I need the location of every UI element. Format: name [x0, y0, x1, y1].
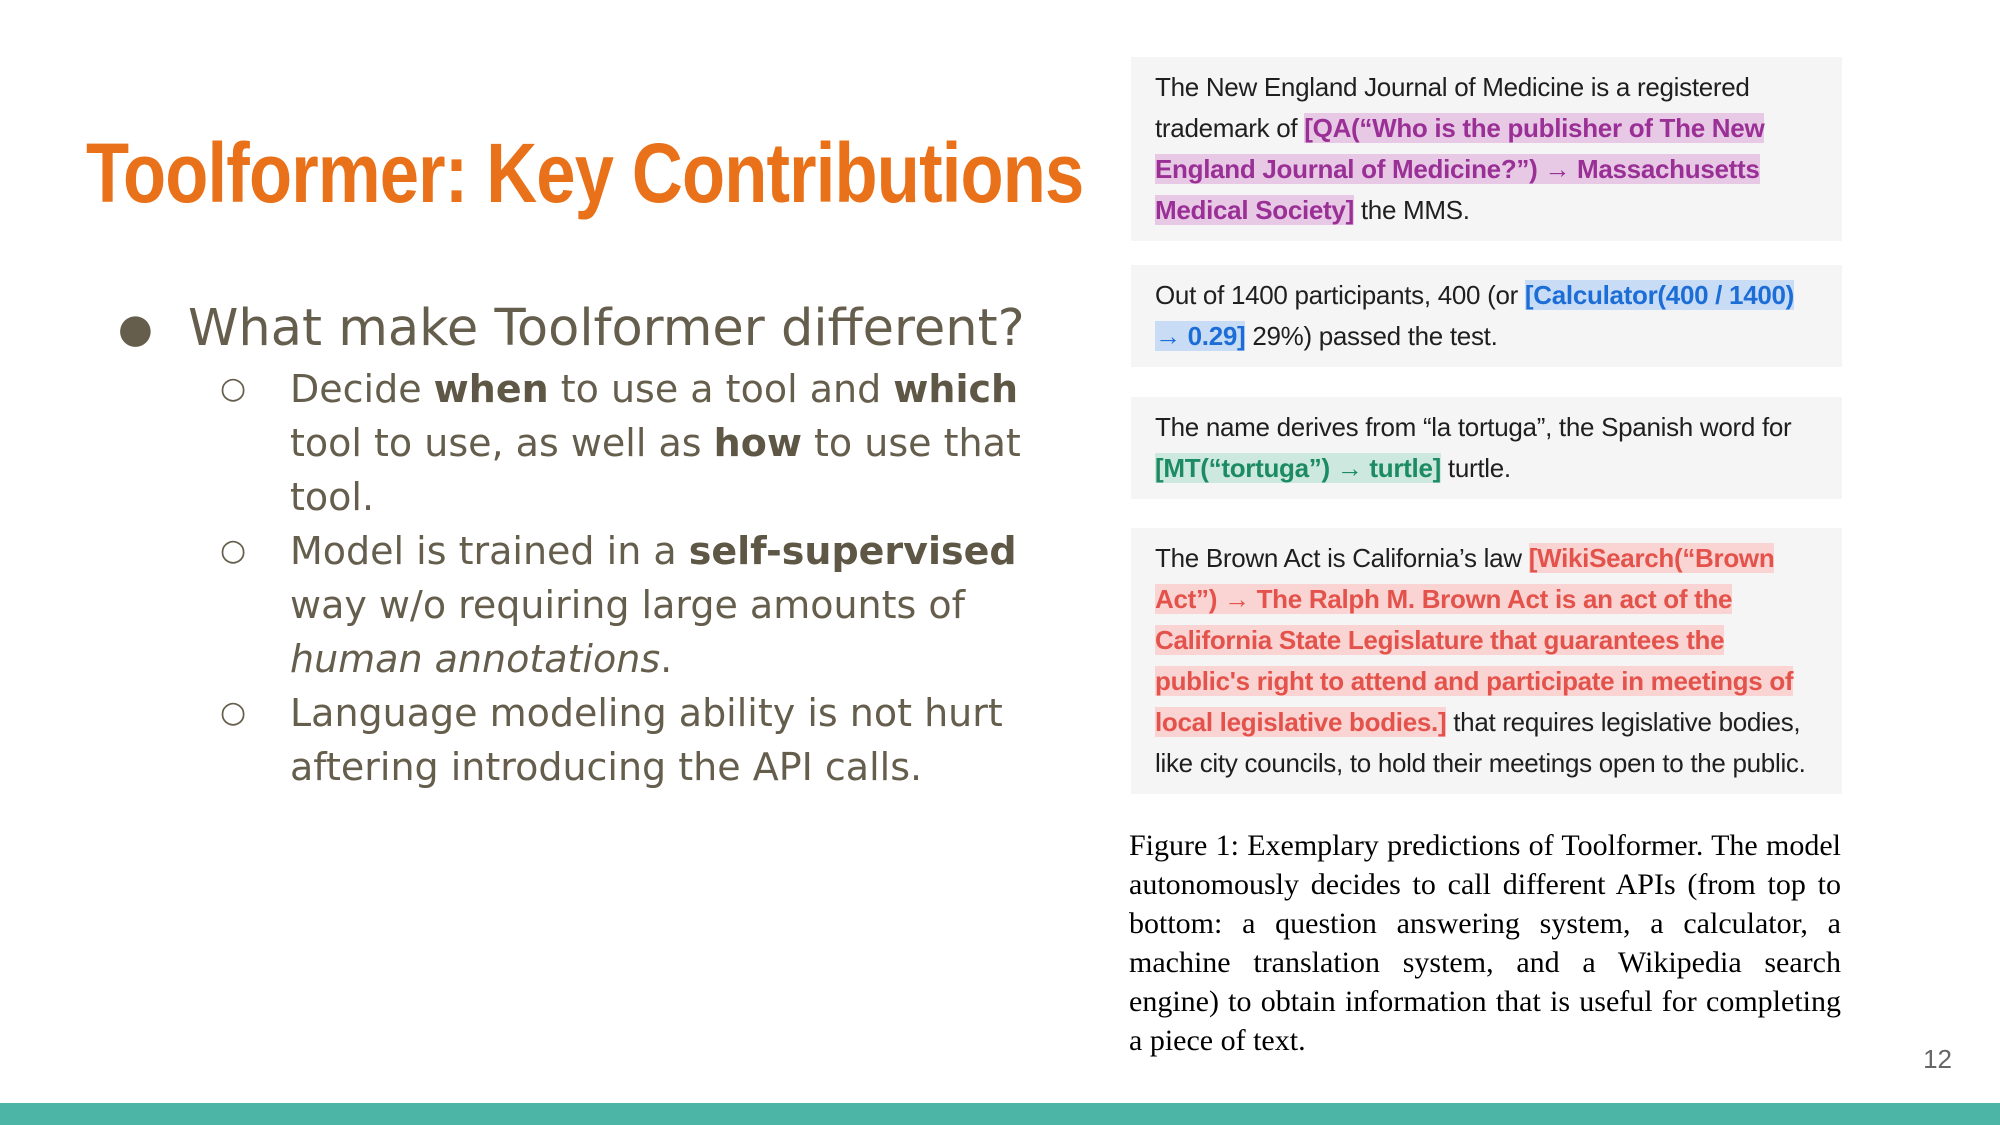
sub-bullet-text: Decide [290, 367, 434, 411]
example-wikisearch: The Brown Act is California’s law [WikiS… [1131, 528, 1842, 794]
emphasis-which: which [893, 367, 1019, 411]
bullet-text: What make Toolformer different? [188, 299, 1025, 358]
page-number: 12 [1923, 1044, 1952, 1074]
example-text: The New England Journal of Medicine is a… [1155, 72, 1750, 143]
api-call-mt: [MT(“tortuga”) → turtle] [1155, 453, 1441, 483]
emphasis-self-supervised: self-supervised [688, 529, 1017, 573]
emphasis-when: when [433, 367, 549, 411]
emphasis-human-annotations: human annotations [290, 637, 661, 681]
example-calculator: Out of 1400 participants, 400 (or [Calcu… [1131, 265, 1842, 367]
circle-bullet-icon: ○ [220, 695, 247, 730]
example-qa: The New England Journal of Medicine is a… [1131, 57, 1842, 241]
example-text: turtle. [1440, 453, 1511, 483]
circle-bullet-icon: ○ [220, 533, 247, 568]
bullet-list: ● What make Toolformer different? ○ Deci… [112, 296, 1062, 794]
footer-bar [0, 1103, 2000, 1125]
sub-bullet-text: Model is trained in a [290, 529, 689, 573]
example-text: The name derives from “la tortuga”, the … [1155, 412, 1792, 442]
sub-bullet-text: Language modeling ability is not hurt af… [290, 691, 1003, 789]
sub-bullet-2: ○ Model is trained in a self-supervised … [112, 524, 1062, 686]
figure-caption: Figure 1: Exemplary predictions of Toolf… [1129, 829, 1841, 1057]
sub-bullet-list: ○ Decide when to use a tool and which to… [112, 362, 1062, 794]
bullet-dot-icon: ● [118, 306, 153, 352]
example-text: The Brown Act is California’s law [1155, 543, 1529, 573]
bullet-item: ● What make Toolformer different? [112, 296, 1062, 362]
circle-bullet-icon: ○ [220, 371, 247, 406]
sub-bullet-text: . [660, 637, 673, 681]
example-text: 29%) passed the test. [1245, 321, 1498, 351]
example-mt: The name derives from “la tortuga”, the … [1131, 397, 1842, 499]
sub-bullet-3: ○ Language modeling ability is not hurt … [112, 686, 1062, 794]
sub-bullet-1: ○ Decide when to use a tool and which to… [112, 362, 1062, 524]
example-text: Out of 1400 participants, 400 (or [1155, 280, 1525, 310]
sub-bullet-text: to use a tool and [548, 367, 894, 411]
example-text: that requires legislative bodies, like c… [1155, 707, 1806, 778]
sub-bullet-text: to use that tool. [290, 421, 1021, 519]
sub-bullet-text: way w/o requiring large amounts of [290, 583, 966, 627]
emphasis-how: how [713, 421, 802, 465]
slide-title: Toolformer: Key Contributions [86, 126, 1084, 220]
example-text: the MMS. [1353, 195, 1470, 225]
sub-bullet-text: tool to use, as well as [290, 421, 714, 465]
